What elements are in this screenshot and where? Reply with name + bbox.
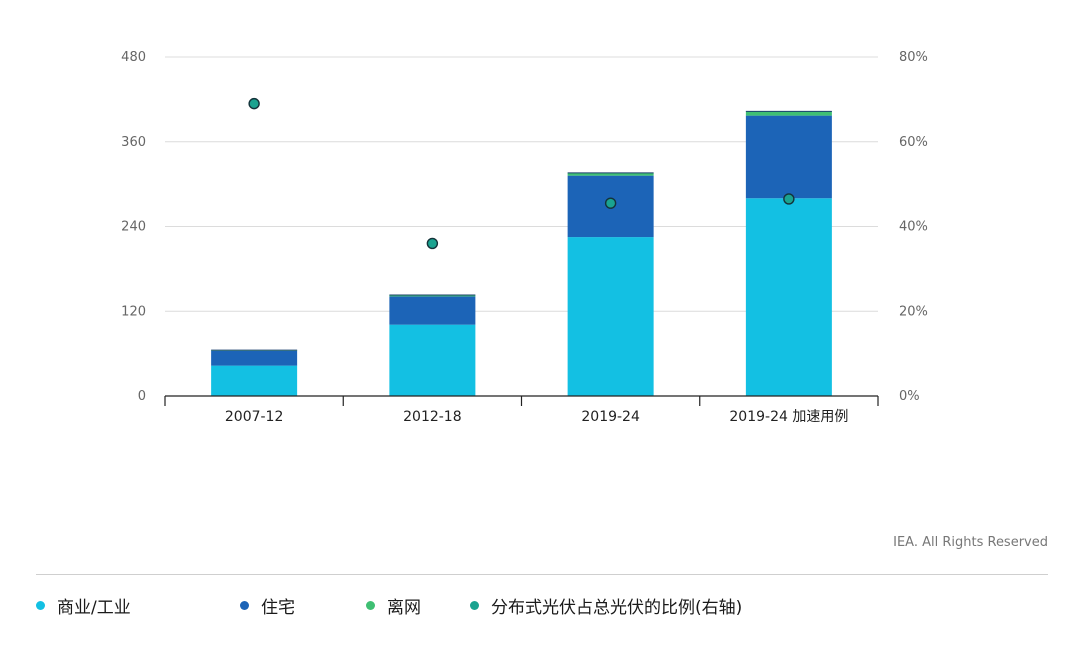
bar-segment-commercial [745,198,832,396]
legend-label-residential: 住宅 [261,597,295,618]
legend-item-share: 分布式光伏占总光伏的比例(右轴) [470,592,742,618]
bar-segment-offgrid [567,172,654,176]
bar-segment-commercial [211,365,298,396]
legend-item-commercial: 商业/工业 [36,592,131,618]
category-label: 2019-24 [581,409,640,425]
share-points [248,97,795,250]
legend-item-residential: 住宅 [240,592,295,618]
bar-segment-residential [389,296,476,325]
right-tick-label: 80% [899,50,928,65]
x-axis [164,395,879,406]
chart: 0 120 240 360 480 0% 20% 40% 60% 80% 2007-12 2012… [121,50,928,425]
right-axis-ticks: 0% 20% 40% 60% 80% [899,50,928,404]
right-tick-label: 60% [899,135,928,150]
left-tick-label: 0 [138,389,146,404]
right-tick-label: 0% [899,389,920,404]
bar-segment-residential [745,115,832,199]
left-tick-label: 480 [121,50,146,65]
share-point [248,97,260,110]
bar-segment-residential [211,350,298,366]
bar-segment-offgrid [745,111,832,116]
left-axis-ticks: 0 120 240 360 480 [121,50,146,404]
left-tick-label: 120 [121,304,146,319]
credit-text: IEA. All Rights Reserved [893,535,1048,550]
right-tick-label: 40% [899,220,928,235]
bars [211,110,832,396]
left-tick-label: 240 [121,220,146,235]
right-tick-label: 20% [899,304,928,319]
legend-dot-offgrid [366,600,375,610]
category-label: 2012-18 [403,409,462,425]
divider [36,574,1048,575]
legend-label-commercial: 商业/工业 [57,597,131,618]
share-point [604,197,617,209]
category-label: 2007-12 [225,409,284,425]
legend: 商业/工业 住宅 离网 分布式光伏占总光伏的比例(右轴) [36,592,1036,618]
bar-segment-commercial [389,324,476,396]
category-label: 2019-24 加速用例 [729,409,848,425]
bar-segment-commercial [567,237,654,396]
legend-dot-share [470,600,479,610]
left-tick-label: 360 [121,135,146,150]
x-axis-category-labels: 2007-12 2012-18 2019-24 2019-24 加速用例 [225,409,848,425]
legend-item-offgrid: 离网 [366,592,421,618]
share-point [426,237,439,250]
share-point [783,193,795,205]
legend-dot-residential [240,600,249,610]
legend-label-offgrid: 离网 [387,597,421,618]
legend-dot-commercial [36,600,45,610]
bar-segment-offgrid [389,295,476,297]
legend-label-share: 分布式光伏占总光伏的比例(右轴) [491,597,743,618]
